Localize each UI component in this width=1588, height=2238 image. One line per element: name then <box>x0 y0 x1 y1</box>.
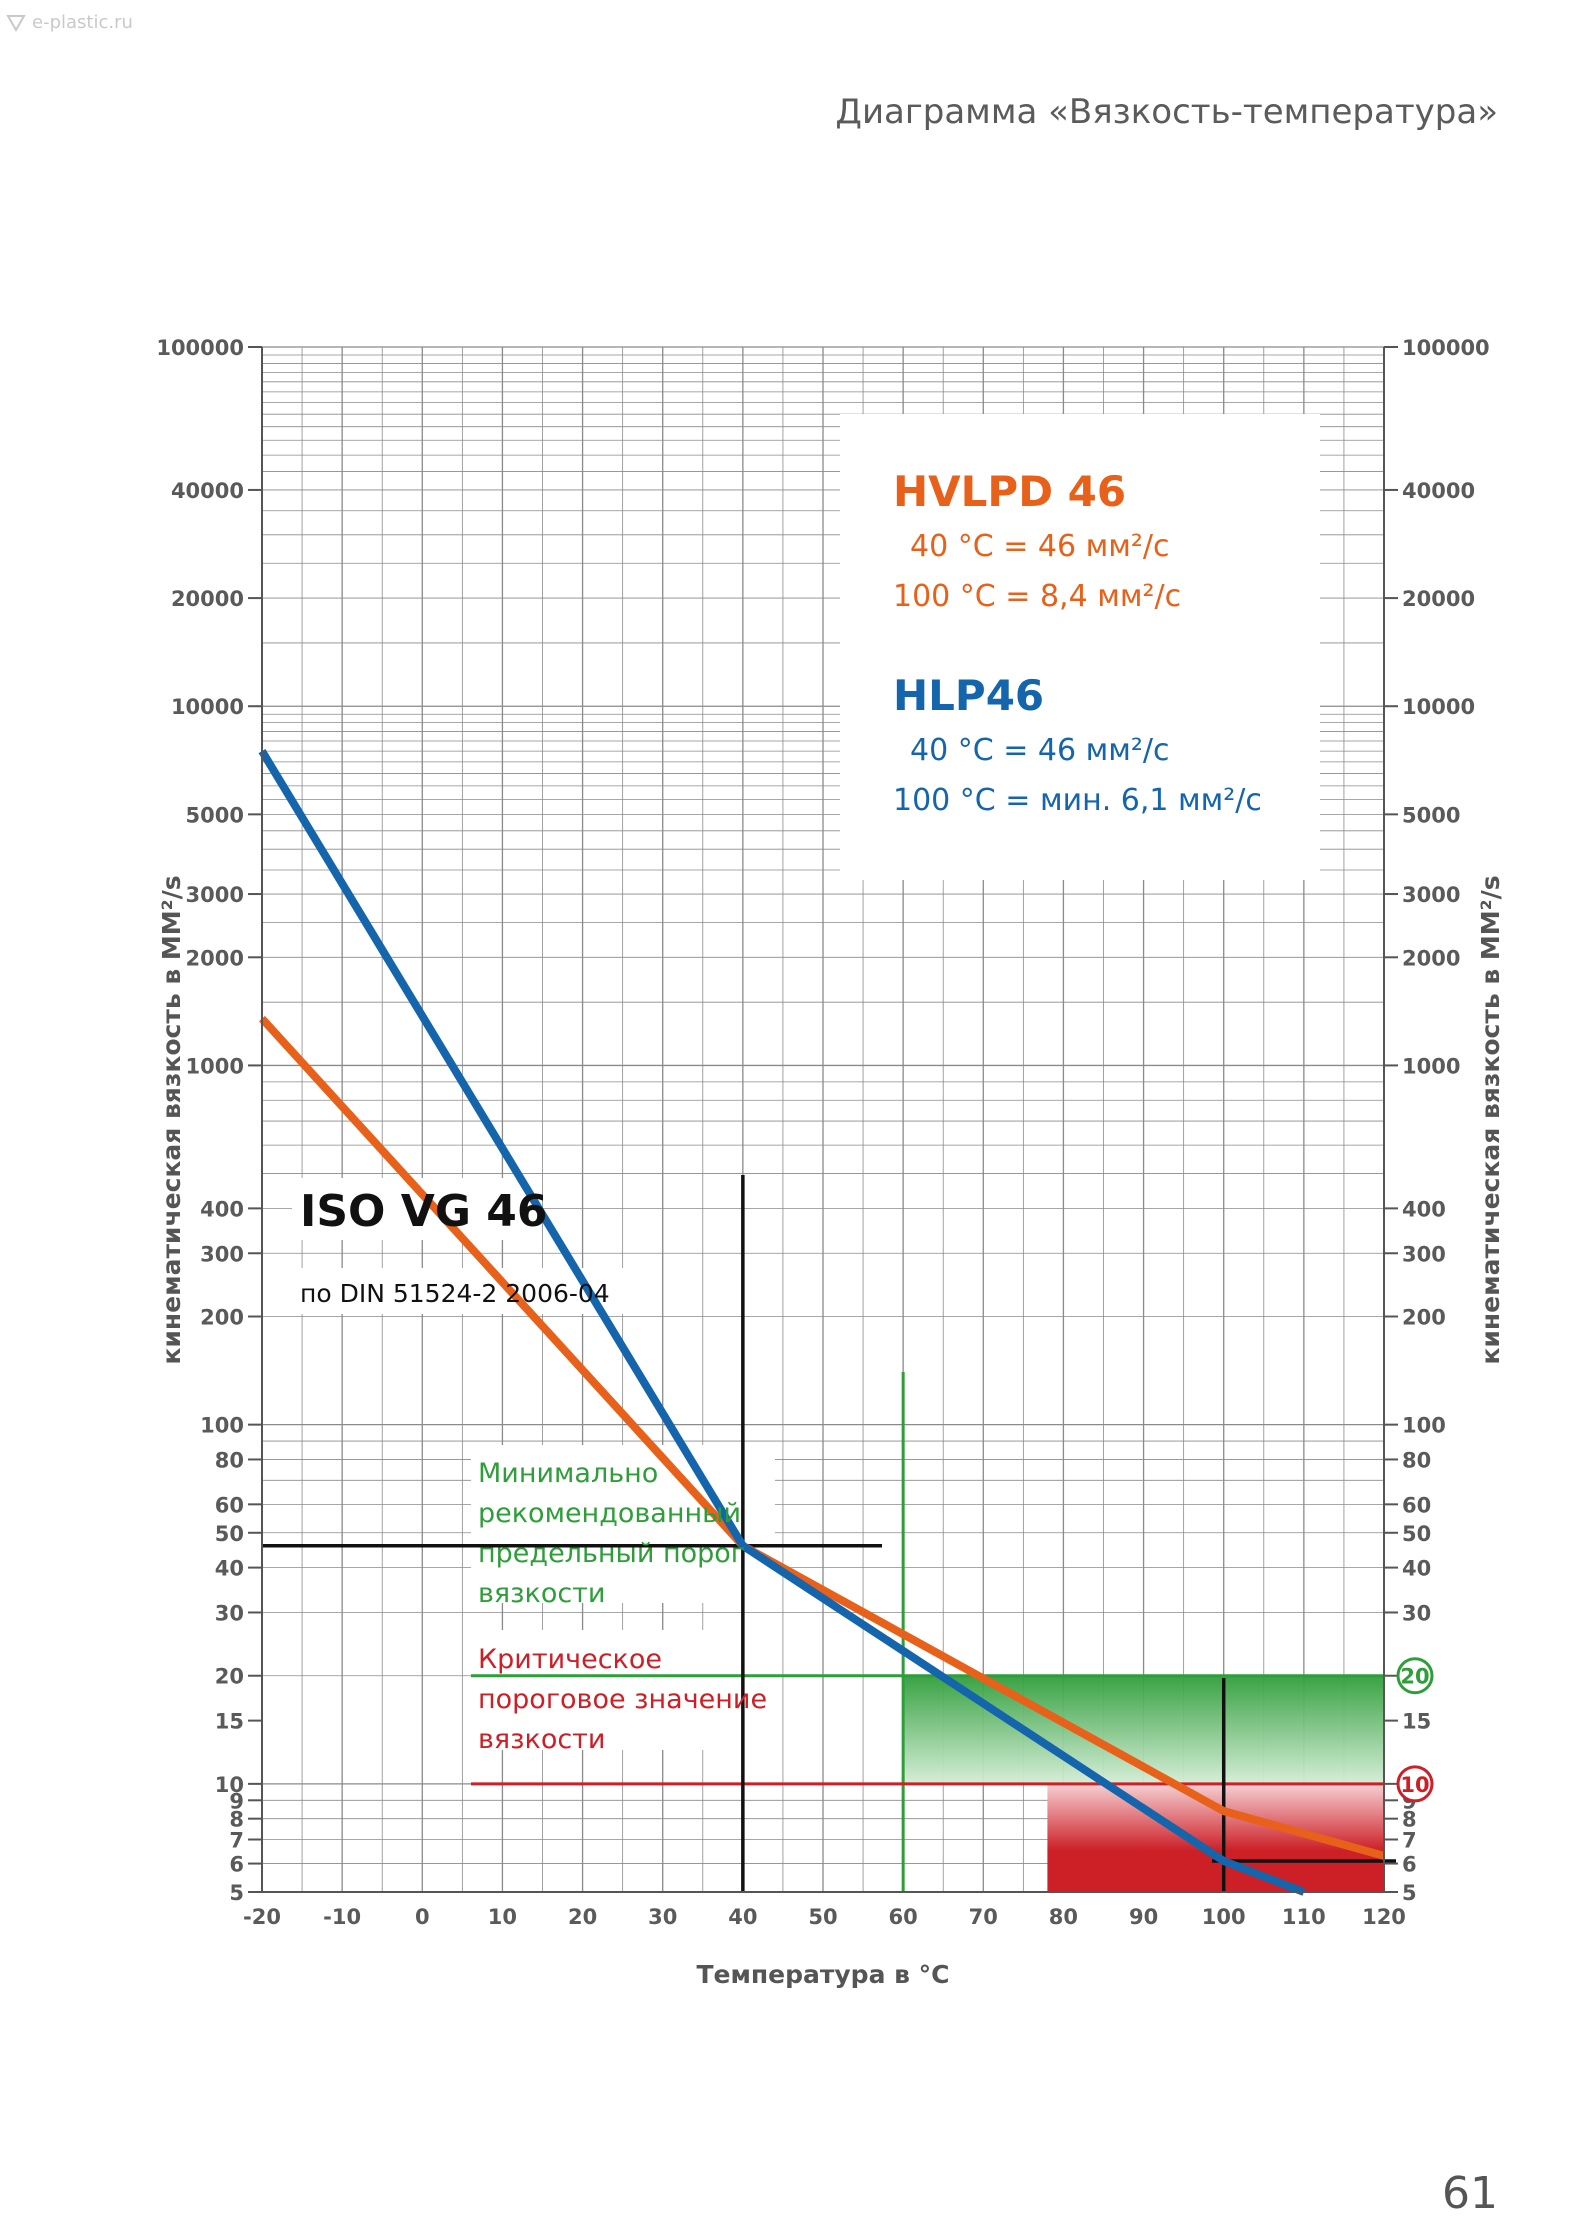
y-tick-label-left: 30 <box>215 1601 244 1625</box>
y-tick-label-left: 8 <box>229 1808 244 1832</box>
y-tick-label-right: 6 <box>1402 1853 1417 1877</box>
threshold-badge-label: 10 <box>1400 1773 1429 1797</box>
x-tick-label: -20 <box>243 1905 281 1929</box>
watermark-text: e-plastic.ru <box>32 12 133 33</box>
watermark: e-plastic.ru <box>6 12 133 33</box>
red-note-box <box>471 1630 775 1750</box>
legend-hlp-line2: 100 °C = мин. 6,1 мм²/с <box>893 783 1262 818</box>
x-tick-label: 20 <box>568 1905 597 1929</box>
green-note-line: вязкости <box>478 1578 605 1609</box>
y-tick-label-right: 2000 <box>1402 946 1460 970</box>
y-tick-label-right: 15 <box>1402 1710 1431 1734</box>
iso-subtitle: по DIN 51524-2 2006-04 <box>300 1279 610 1308</box>
y-tick-label-left: 200 <box>200 1306 244 1330</box>
y-tick-label-right: 10000 <box>1402 695 1475 719</box>
y-tick-label-right: 40000 <box>1402 479 1475 503</box>
y-tick-label-left: 60 <box>215 1493 244 1517</box>
y-tick-label-right: 8 <box>1402 1808 1417 1832</box>
x-axis-title: Температура в °C <box>696 1960 949 1989</box>
red-note-line: Критическое <box>478 1644 662 1675</box>
legend-hlp-line1: 40 °C = 46 мм²/с <box>910 733 1169 768</box>
x-tick-label: 120 <box>1362 1905 1406 1929</box>
page-header: Диаграмма «Вязкость-температура» <box>835 92 1498 132</box>
y-tick-label-left: 9 <box>229 1789 244 1813</box>
x-tick-label: 0 <box>415 1905 430 1929</box>
green-note-line: предельный порог <box>478 1538 745 1569</box>
series-line-hvlpd46 <box>259 1015 1386 1860</box>
y-tick-label-left: 400 <box>200 1197 244 1221</box>
y-tick-label-right: 5 <box>1402 1881 1417 1905</box>
series-lines <box>258 749 1386 1896</box>
y-tick-label-right: 30 <box>1402 1601 1431 1625</box>
y-tick-label-right: 20000 <box>1402 587 1475 611</box>
y-tick-label-right: 60 <box>1402 1493 1431 1517</box>
page-number: 61 <box>1442 2168 1498 2219</box>
y-tick-label-right: 5000 <box>1402 803 1460 827</box>
annotation-boxes <box>292 414 1320 1750</box>
y-tick-label-left: 15 <box>215 1710 244 1734</box>
threshold-badge-circle <box>1396 1657 1434 1695</box>
y-tick-label-left: 300 <box>200 1242 244 1266</box>
y-tick-label-left: 100000 <box>156 336 244 360</box>
y-tick-label-left: 6 <box>229 1853 244 1877</box>
y-tick-label-left: 40 <box>215 1557 244 1581</box>
x-tick-label: 110 <box>1282 1905 1326 1929</box>
y-tick-label-left: 10 <box>215 1773 244 1797</box>
y-tick-label-left: 3000 <box>186 883 244 907</box>
series-line-hlp46 <box>258 749 1306 1896</box>
y-tick-label-left: 10000 <box>171 695 244 719</box>
chart-labels: Температура в °C кинематическая вязкость … <box>157 467 1505 1989</box>
x-tick-label: -10 <box>323 1905 361 1929</box>
red-note-line: пороговое значение <box>478 1684 767 1715</box>
y-tick-label-left: 40000 <box>171 479 244 503</box>
x-tick-label: 90 <box>1129 1905 1158 1929</box>
logo-icon <box>6 14 26 32</box>
green-note-line: рекомендованный <box>478 1498 741 1529</box>
threshold-badge-label: 20 <box>1400 1665 1429 1689</box>
y-tick-label-right: 3000 <box>1402 883 1460 907</box>
y-tick-label-right: 1000 <box>1402 1054 1460 1078</box>
x-tick-label: 100 <box>1202 1905 1246 1929</box>
y-tick-label-left: 20 <box>215 1665 244 1689</box>
iso-title: ISO VG 46 <box>300 1186 548 1237</box>
y-tick-label-right: 7 <box>1402 1829 1417 1853</box>
y-tick-label-left: 5 <box>229 1881 244 1905</box>
legend-hlp-title: HLP46 <box>893 671 1044 720</box>
y-tick-label-right: 300 <box>1402 1242 1446 1266</box>
legend-hvlpd-line2: 100 °C = 8,4 мм²/с <box>893 579 1181 614</box>
legend-box <box>840 414 1320 880</box>
y-tick-label-left: 1000 <box>186 1054 244 1078</box>
y-axis-title-right: кинематическая вязкость в MM²/s <box>1476 875 1505 1364</box>
y-tick-label-right: 100000 <box>1402 336 1490 360</box>
y-tick-label-right: 40 <box>1402 1557 1431 1581</box>
plot-frame <box>248 346 1398 1893</box>
x-tick-label: 80 <box>1049 1905 1078 1929</box>
x-tick-label: 10 <box>488 1905 517 1929</box>
red-note-line: вязкости <box>478 1724 605 1755</box>
y-tick-label-left: 5000 <box>186 803 244 827</box>
y-tick-label-right: 200 <box>1402 1306 1446 1330</box>
x-tick-label: 30 <box>648 1905 677 1929</box>
y-tick-label-left: 20000 <box>171 587 244 611</box>
threshold-badge-circle <box>1396 1765 1434 1803</box>
y-tick-label-left: 50 <box>215 1522 244 1546</box>
x-tick-label: 40 <box>728 1905 757 1929</box>
x-tick-label: 60 <box>889 1905 918 1929</box>
y-tick-label-right: 100 <box>1402 1414 1446 1438</box>
green-note-line: Минимально <box>478 1458 658 1489</box>
y-tick-label-left: 100 <box>200 1414 244 1438</box>
y-tick-label-right: 400 <box>1402 1197 1446 1221</box>
x-tick-label: 50 <box>808 1905 837 1929</box>
y-tick-label-right: 50 <box>1402 1522 1431 1546</box>
y-tick-label-right: 80 <box>1402 1448 1431 1472</box>
y-axis-title-left: кинематическая вязкость в MM²/s <box>157 875 186 1364</box>
legend-hvlpd-line1: 40 °C = 46 мм²/с <box>910 529 1169 564</box>
x-tick-label: 70 <box>969 1905 998 1929</box>
y-tick-label-left: 7 <box>229 1829 244 1853</box>
legend-hvlpd-title: HVLPD 46 <box>893 467 1126 516</box>
y-tick-label-left: 2000 <box>186 946 244 970</box>
y-tick-label-left: 80 <box>215 1448 244 1472</box>
